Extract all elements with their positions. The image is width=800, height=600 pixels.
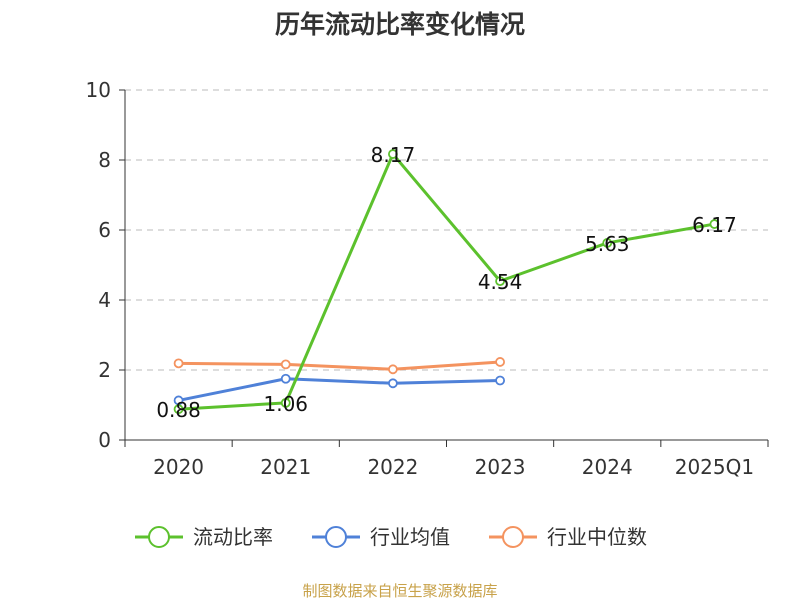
x-tick-label: 2023 bbox=[475, 455, 526, 479]
series-group bbox=[173, 149, 720, 415]
y-tick-label: 0 bbox=[98, 428, 111, 452]
series-line bbox=[178, 360, 501, 371]
legend-marker bbox=[148, 526, 170, 548]
grid-lines bbox=[125, 89, 768, 371]
y-tick-label: 10 bbox=[86, 78, 111, 102]
legend: 流动比率 行业均值 行业中位数 bbox=[135, 525, 647, 549]
data-point bbox=[280, 397, 291, 408]
legend-label: 行业中位数 bbox=[547, 525, 647, 549]
data-point bbox=[602, 238, 613, 248]
data-point bbox=[280, 373, 291, 384]
y-axis-ticks: 0 2 4 6 8 10 bbox=[86, 78, 125, 452]
data-point bbox=[495, 375, 505, 386]
data-label: 5.63 bbox=[585, 232, 630, 256]
legend-label: 流动比率 bbox=[193, 525, 273, 549]
source-note: 制图数据来自恒生聚源数据库 bbox=[302, 582, 497, 600]
x-tick-label: 2021 bbox=[260, 455, 311, 479]
x-axis-ticks: 2020 2021 2022 2023 2024 2025Q1 bbox=[124, 440, 769, 479]
data-point bbox=[388, 149, 398, 159]
series-line bbox=[178, 152, 715, 411]
data-label: 1.06 bbox=[263, 392, 308, 416]
data-labels: 0.88 1.06 8.17 4.54 5.63 6.17 bbox=[156, 143, 736, 422]
y-tick-label: 4 bbox=[98, 288, 111, 312]
data-label: 0.88 bbox=[156, 398, 201, 422]
x-tick-label: 2022 bbox=[367, 455, 418, 479]
data-point bbox=[280, 359, 291, 370]
data-label: 4.54 bbox=[478, 270, 523, 294]
data-point bbox=[173, 404, 184, 415]
x-tick-label: 2025Q1 bbox=[675, 455, 754, 479]
data-point bbox=[388, 364, 398, 375]
data-point bbox=[495, 357, 505, 367]
data-point bbox=[173, 358, 184, 369]
legend-marker bbox=[502, 526, 524, 548]
axes bbox=[124, 90, 768, 441]
data-point bbox=[495, 276, 505, 287]
data-label: 8.17 bbox=[371, 143, 416, 167]
y-tick-label: 2 bbox=[98, 358, 111, 382]
x-tick-label: 2024 bbox=[582, 455, 633, 479]
chart-title: 历年流动比率变化情况 bbox=[275, 10, 525, 39]
legend-label: 行业均值 bbox=[370, 525, 450, 549]
series-line bbox=[178, 377, 501, 402]
y-tick-label: 8 bbox=[98, 148, 111, 172]
y-tick-label: 6 bbox=[98, 218, 111, 242]
data-label: 6.17 bbox=[692, 213, 737, 237]
legend-marker bbox=[325, 526, 347, 548]
data-point bbox=[709, 219, 720, 229]
data-point bbox=[388, 378, 398, 389]
x-tick-label: 2020 bbox=[153, 455, 204, 479]
